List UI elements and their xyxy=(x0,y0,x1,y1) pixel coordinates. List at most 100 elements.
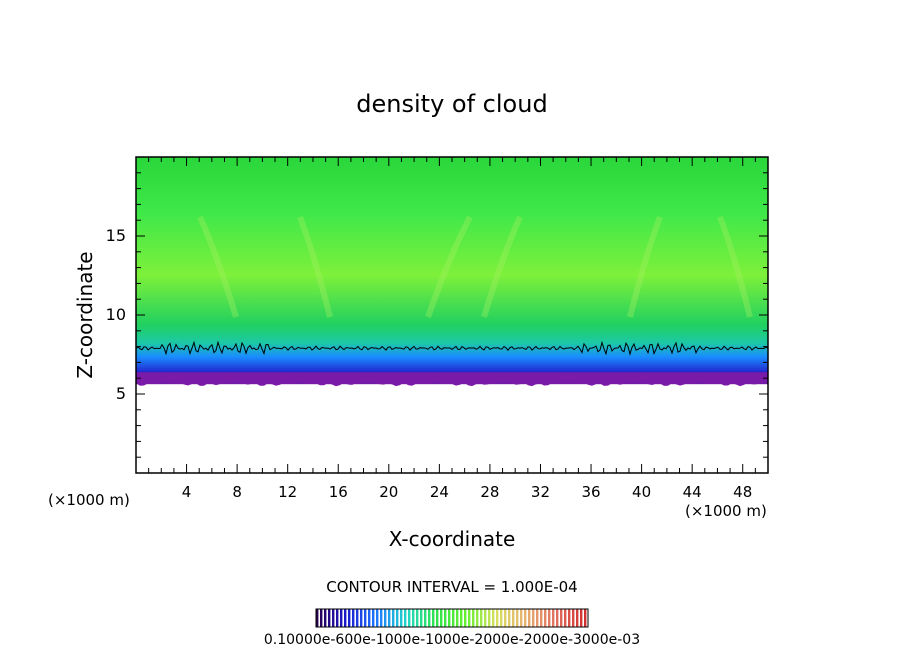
colorbar-swatch xyxy=(424,609,427,627)
colorbar-swatch xyxy=(388,609,391,627)
colorbar-swatch xyxy=(416,609,419,627)
colorbar-swatch xyxy=(324,609,327,627)
colorbar xyxy=(316,609,587,627)
colorbar-labels: 0.10000e-600e-1000e-1000e-2000e-2000e-30… xyxy=(264,632,640,648)
colorbar-swatch xyxy=(440,609,443,627)
wave-streak xyxy=(297,215,333,318)
colorbar-swatch xyxy=(504,609,507,627)
colorbar-frame xyxy=(315,608,589,628)
chart-title: density of cloud xyxy=(356,90,547,118)
colorbar-swatch xyxy=(428,609,431,627)
y-axis-ticks: 5 10 15 xyxy=(106,172,768,458)
colorbar-swatch xyxy=(544,609,547,627)
colorbar-swatch xyxy=(400,609,403,627)
colorbar-swatch xyxy=(528,609,531,627)
colorbar-swatch xyxy=(340,609,343,627)
x-axis-ticks: 4 8 12 16 20 24 28 32 36 40 44 48 xyxy=(148,157,756,501)
cloud-base-edge xyxy=(136,372,768,387)
x-tick-label: 16 xyxy=(329,483,348,501)
colorbar-swatch xyxy=(404,609,407,627)
wave-streak xyxy=(717,215,753,318)
plot-area xyxy=(136,157,768,387)
x-tick-label: 40 xyxy=(632,483,651,501)
colorbar-swatch xyxy=(412,609,415,627)
x-tick-label: 24 xyxy=(430,483,449,501)
colorbar-swatch xyxy=(548,609,551,627)
colorbar-swatch xyxy=(584,609,587,627)
colorbar-swatch xyxy=(576,609,579,627)
x-tick-label: 4 xyxy=(182,483,192,501)
contour-line xyxy=(136,340,768,356)
colorbar-swatch xyxy=(532,609,535,627)
contour-interval-text: CONTOUR INTERVAL = 1.000E-04 xyxy=(326,578,577,596)
wave-streaks xyxy=(197,215,753,318)
y-tick-label: 15 xyxy=(106,226,126,245)
colorbar-swatch xyxy=(396,609,399,627)
colorbar-swatch xyxy=(332,609,335,627)
colorbar-swatch xyxy=(496,609,499,627)
colorbar-swatch xyxy=(384,609,387,627)
y-axis-label: Z-coordinate xyxy=(73,251,97,378)
x-tick-label: 44 xyxy=(683,483,702,501)
colorbar-swatch xyxy=(476,609,479,627)
colorbar-swatch xyxy=(376,609,379,627)
colorbar-swatch xyxy=(460,609,463,627)
colorbar-swatch xyxy=(572,609,575,627)
colorbar-swatch xyxy=(580,609,583,627)
x-axis-label: X-coordinate xyxy=(389,527,516,551)
colorbar-swatch xyxy=(364,609,367,627)
colorbar-swatch xyxy=(560,609,563,627)
colorbar-swatch xyxy=(408,609,411,627)
colorbar-swatch xyxy=(468,609,471,627)
colorbar-swatch xyxy=(564,609,567,627)
colorbar-swatch xyxy=(348,609,351,627)
colorbar-swatch xyxy=(392,609,395,627)
colorbar-swatch xyxy=(568,609,571,627)
colorbar-swatch xyxy=(500,609,503,627)
colorbar-swatch xyxy=(448,609,451,627)
y-tick-label: 10 xyxy=(106,305,126,324)
colorbar-swatch xyxy=(432,609,435,627)
wave-streak xyxy=(425,215,473,318)
colorbar-swatch xyxy=(344,609,347,627)
colorbar-swatch xyxy=(452,609,455,627)
colorbar-swatch xyxy=(492,609,495,627)
colorbar-swatch xyxy=(536,609,539,627)
colorbar-swatch xyxy=(480,609,483,627)
colorbar-swatch xyxy=(336,609,339,627)
colorbar-swatch xyxy=(356,609,359,627)
colorbar-swatch xyxy=(508,609,511,627)
x-tick-label: 36 xyxy=(581,483,600,501)
colorbar-swatch xyxy=(512,609,515,627)
colorbar-swatch xyxy=(556,609,559,627)
colorbar-swatch xyxy=(524,609,527,627)
colorbar-swatch xyxy=(316,609,319,627)
colorbar-swatch xyxy=(368,609,371,627)
colorbar-swatch xyxy=(472,609,475,627)
colorbar-swatch xyxy=(540,609,543,627)
colorbar-swatch xyxy=(372,609,375,627)
x-tick-label: 32 xyxy=(531,483,550,501)
colorbar-swatch xyxy=(464,609,467,627)
x-tick-label: 48 xyxy=(733,483,752,501)
colorbar-swatch xyxy=(488,609,491,627)
x-tick-label: 20 xyxy=(379,483,398,501)
x-tick-label: 28 xyxy=(480,483,499,501)
x-unit-left: (×1000 m) xyxy=(48,491,130,509)
colorbar-swatch xyxy=(436,609,439,627)
wave-streak xyxy=(627,215,663,318)
colorbar-swatch xyxy=(420,609,423,627)
colorbar-swatch xyxy=(360,609,363,627)
colorbar-swatch xyxy=(352,609,355,627)
colorbar-swatch xyxy=(484,609,487,627)
colorbar-swatch xyxy=(328,609,331,627)
wave-streak xyxy=(197,215,239,318)
colorbar-swatch xyxy=(456,609,459,627)
colorbar-swatch xyxy=(516,609,519,627)
y-tick-label: 5 xyxy=(116,384,126,403)
colorbar-swatch xyxy=(380,609,383,627)
colorbar-swatch xyxy=(520,609,523,627)
colorbar-swatch xyxy=(552,609,555,627)
x-tick-label: 8 xyxy=(232,483,242,501)
